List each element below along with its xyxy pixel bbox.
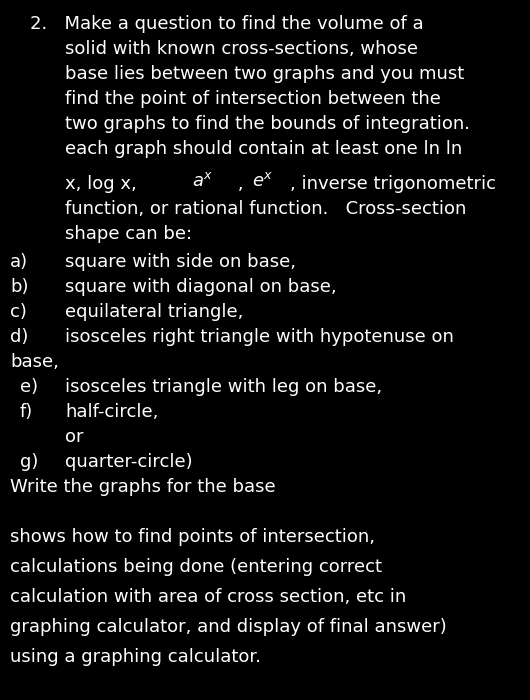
Text: 2.   Make a question to find the volume of a: 2. Make a question to find the volume of… xyxy=(30,15,423,33)
Text: calculations being done (entering correct: calculations being done (entering correc… xyxy=(10,558,382,576)
Text: e): e) xyxy=(20,378,38,396)
Text: d): d) xyxy=(10,328,29,346)
Text: $a^x$: $a^x$ xyxy=(192,172,214,190)
Text: using a graphing calculator.: using a graphing calculator. xyxy=(10,648,261,666)
Text: graphing calculator, and display of final answer): graphing calculator, and display of fina… xyxy=(10,618,447,636)
Text: x, log x,: x, log x, xyxy=(65,175,143,193)
Text: g): g) xyxy=(20,453,38,471)
Text: Write the graphs for the base: Write the graphs for the base xyxy=(10,478,276,496)
Text: quarter-circle): quarter-circle) xyxy=(65,453,192,471)
Text: $e^x$: $e^x$ xyxy=(252,172,273,190)
Text: equilateral triangle,: equilateral triangle, xyxy=(65,303,243,321)
Text: isosceles triangle with leg on base,: isosceles triangle with leg on base, xyxy=(65,378,382,396)
Text: square with side on base,: square with side on base, xyxy=(65,253,296,271)
Text: solid with known cross-sections, whose: solid with known cross-sections, whose xyxy=(65,40,418,58)
Text: calculation with area of cross section, etc in: calculation with area of cross section, … xyxy=(10,588,407,606)
Text: half-circle,: half-circle, xyxy=(65,403,158,421)
Text: shows how to find points of intersection,: shows how to find points of intersection… xyxy=(10,528,375,546)
Text: two graphs to find the bounds of integration.: two graphs to find the bounds of integra… xyxy=(65,115,470,133)
Text: , inverse trigonometric: , inverse trigonometric xyxy=(290,175,496,193)
Text: shape can be:: shape can be: xyxy=(65,225,192,243)
Text: square with diagonal on base,: square with diagonal on base, xyxy=(65,278,337,296)
Text: base,: base, xyxy=(10,353,59,371)
Text: or: or xyxy=(65,428,84,446)
Text: function, or rational function.   Cross-section: function, or rational function. Cross-se… xyxy=(65,200,466,218)
Text: b): b) xyxy=(10,278,29,296)
Text: find the point of intersection between the: find the point of intersection between t… xyxy=(65,90,441,108)
Text: ,: , xyxy=(232,175,249,193)
Text: c): c) xyxy=(10,303,27,321)
Text: a): a) xyxy=(10,253,28,271)
Text: f): f) xyxy=(20,403,33,421)
Text: isosceles right triangle with hypotenuse on: isosceles right triangle with hypotenuse… xyxy=(65,328,454,346)
Text: base lies between two graphs and you must: base lies between two graphs and you mus… xyxy=(65,65,464,83)
Text: each graph should contain at least one ln ln: each graph should contain at least one l… xyxy=(65,140,462,158)
